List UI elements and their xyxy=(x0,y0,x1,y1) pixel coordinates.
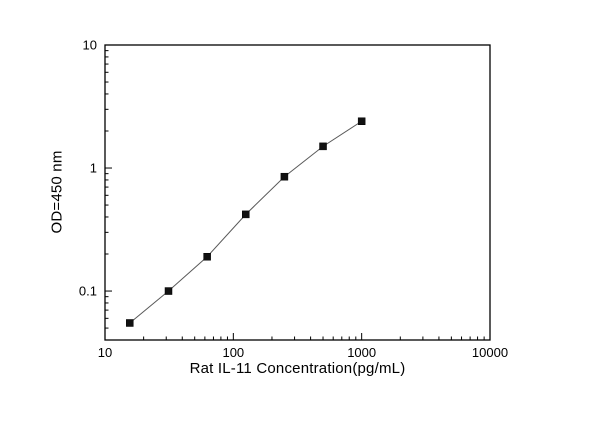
y-axis-ticks: 0.1 1 10 xyxy=(79,38,112,299)
y-tick-label: 0.1 xyxy=(79,284,97,299)
series-markers xyxy=(126,117,366,327)
series-line xyxy=(129,120,362,324)
x-tick-label: 100 xyxy=(222,345,244,360)
data-point-marker xyxy=(357,117,366,125)
y-axis-label: OD=450 nm xyxy=(48,150,66,234)
y-tick-label: 1 xyxy=(90,161,97,176)
data-point-marker xyxy=(280,172,289,181)
x-tick-label: 10 xyxy=(98,345,112,360)
x-axis-minor-ticks xyxy=(143,336,485,340)
data-point-marker xyxy=(164,287,173,295)
data-point-marker xyxy=(203,253,211,261)
y-axis-minor-ticks xyxy=(105,50,109,329)
data-point-marker xyxy=(319,142,327,151)
y-tick-label: 10 xyxy=(83,38,97,53)
x-tick-label: 10000 xyxy=(472,345,508,360)
data-point-marker xyxy=(242,210,250,219)
plot-frame xyxy=(104,44,491,341)
data-point-marker xyxy=(126,319,134,327)
x-axis-label: Rat IL-11 Concentration(pg/mL) xyxy=(189,360,406,377)
x-tick-label: 1000 xyxy=(347,345,376,360)
x-axis-ticks: 10 100 1000 10000 xyxy=(98,333,508,360)
